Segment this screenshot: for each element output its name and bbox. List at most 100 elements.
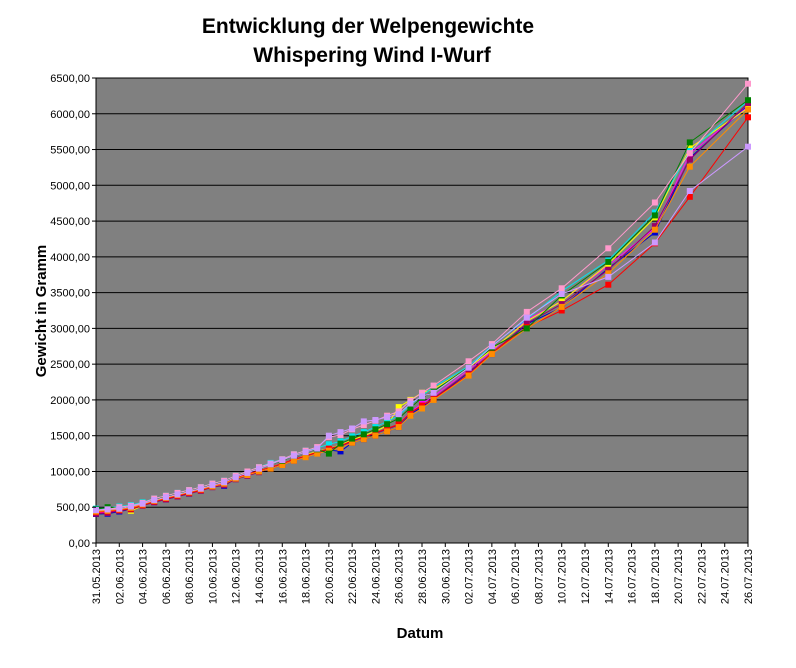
data-point (419, 393, 425, 400)
data-point (395, 404, 402, 411)
x-tick-label: 10.07.2013 (557, 549, 569, 604)
data-point (745, 143, 751, 150)
data-point (745, 97, 751, 104)
data-point (221, 479, 228, 486)
data-point (488, 351, 495, 358)
data-point (325, 450, 332, 457)
data-point (419, 389, 425, 396)
data-point (360, 422, 367, 428)
data-point (337, 448, 344, 455)
data-point (139, 500, 146, 507)
y-tick-label: 6000,00 (50, 109, 90, 121)
data-point (465, 372, 472, 379)
y-axis-label: Gewicht in Gramm (33, 245, 50, 378)
y-tick-label: 5500,00 (50, 145, 90, 157)
x-tick-label: 12.07.2013 (580, 549, 592, 604)
data-point (651, 212, 658, 219)
y-tick-label: 2500,00 (50, 359, 90, 371)
data-point (558, 303, 565, 310)
x-tick-label: 18.06.2013 (301, 549, 313, 604)
x-tick-label: 14.07.2013 (603, 549, 615, 604)
data-point (686, 188, 693, 194)
data-point (174, 491, 181, 498)
x-tick-label: 28.06.2013 (417, 549, 429, 604)
data-point (523, 308, 530, 315)
data-point (349, 439, 356, 446)
x-tick-label: 06.07.2013 (510, 549, 522, 604)
data-point (279, 457, 286, 463)
x-tick-label: 18.07.2013 (650, 549, 662, 604)
data-point (686, 150, 693, 157)
data-point (384, 414, 391, 421)
data-point (314, 450, 321, 457)
data-point (209, 482, 216, 489)
data-point (523, 314, 530, 321)
x-tick-label: 02.06.2013 (114, 549, 126, 604)
x-tick-label: 30.06.2013 (440, 549, 452, 604)
x-tick-label: 08.06.2013 (184, 549, 196, 604)
x-tick-label: 08.07.2013 (533, 549, 545, 604)
x-tick-label: 04.06.2013 (138, 549, 150, 604)
data-point (116, 505, 123, 512)
data-point (488, 343, 495, 350)
data-point (430, 389, 437, 396)
x-tick-label: 31.05.2013 (91, 549, 103, 604)
data-point (337, 440, 344, 447)
x-tick-label: 20.07.2013 (673, 549, 685, 604)
y-tick-label: 5000,00 (50, 180, 90, 192)
data-point (360, 431, 367, 438)
plot-area (95, 77, 749, 544)
chart-title-line-2: Whispering Wind I-Wurf (253, 44, 491, 67)
chart-title-line-1: Entwicklung der Welpengewichte (202, 15, 534, 38)
data-point (686, 193, 693, 200)
data-point (395, 424, 402, 431)
data-point (651, 199, 658, 206)
data-point (605, 281, 612, 288)
data-point (267, 465, 274, 472)
y-tick-label: 6500,00 (50, 73, 90, 85)
data-point (605, 258, 612, 265)
data-point (104, 506, 111, 513)
x-axis-label: Datum (397, 625, 444, 642)
data-point (686, 156, 693, 163)
x-tick-label: 10.06.2013 (207, 549, 219, 604)
data-point (349, 425, 356, 432)
data-point (558, 291, 565, 297)
series-layer (93, 80, 751, 517)
y-tick-label: 1000,00 (50, 466, 90, 478)
data-point (430, 382, 437, 389)
x-tick-label: 12.06.2013 (231, 549, 243, 604)
data-point (395, 415, 402, 422)
data-point (465, 364, 472, 371)
data-point (686, 139, 693, 146)
x-tick-label: 26.06.2013 (394, 549, 406, 604)
data-point (430, 396, 437, 403)
data-point (360, 436, 367, 443)
y-tick-label: 1500,00 (50, 431, 90, 443)
y-tick-label: 500,00 (56, 502, 90, 514)
data-point (686, 163, 693, 170)
data-point (651, 239, 658, 246)
data-point (325, 432, 332, 439)
data-point (349, 435, 356, 442)
data-point (290, 452, 297, 459)
data-point (290, 457, 297, 464)
data-point (256, 465, 262, 472)
data-point (558, 307, 565, 314)
x-tick-label: 14.06.2013 (254, 549, 266, 604)
x-tick-label: 04.07.2013 (487, 549, 499, 604)
x-tick-label: 26.07.2013 (743, 549, 755, 604)
data-point (407, 404, 414, 411)
data-point (605, 266, 612, 273)
data-point (325, 441, 332, 448)
data-point (465, 358, 472, 365)
data-point (745, 114, 751, 121)
data-point (651, 223, 658, 230)
data-point (605, 270, 612, 277)
x-tick-label: 20.06.2013 (324, 549, 336, 604)
data-point (651, 226, 658, 233)
y-tick-label: 4000,00 (50, 252, 90, 264)
data-point (186, 488, 193, 495)
data-point (314, 445, 321, 452)
